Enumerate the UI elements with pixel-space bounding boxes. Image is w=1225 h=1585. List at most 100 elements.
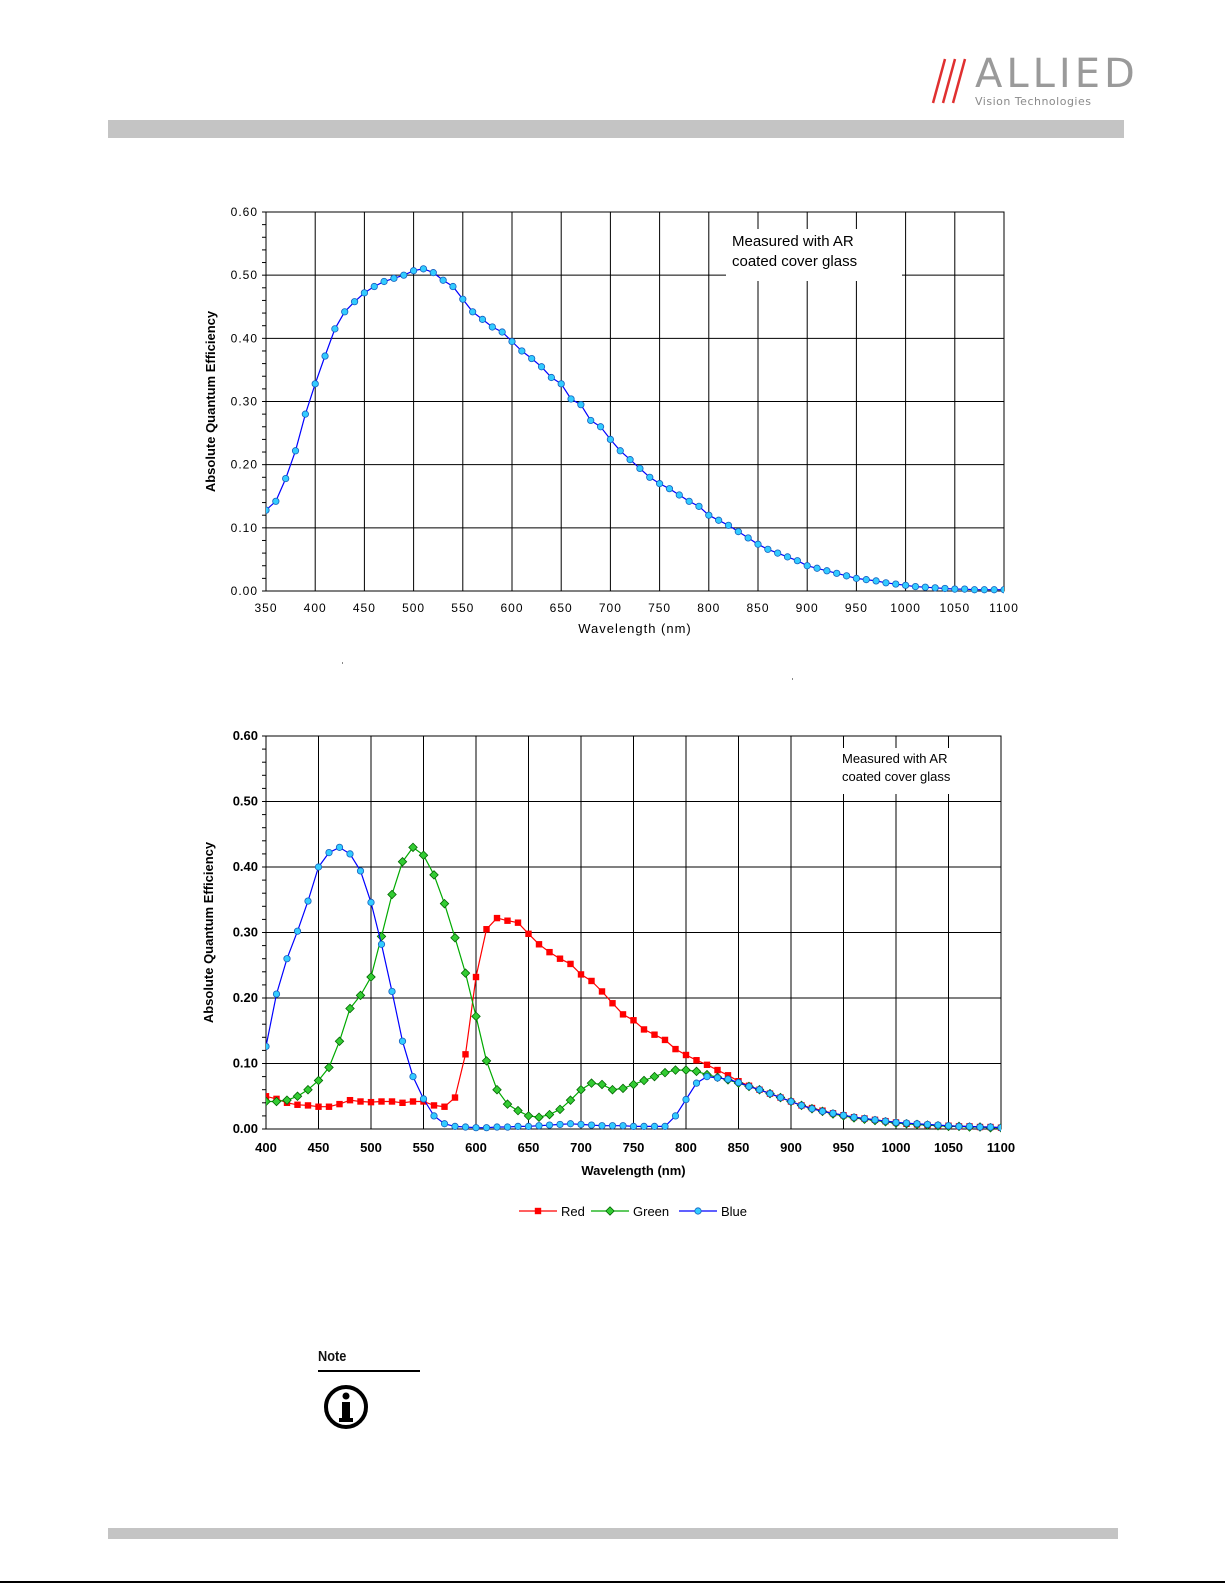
blue-data-point — [934, 1121, 942, 1129]
qe-data-point — [380, 277, 388, 286]
note-block: Note — [318, 1348, 420, 1429]
green-data-point — [397, 856, 408, 867]
red-data-point — [514, 919, 522, 926]
green-data-point — [303, 1084, 313, 1095]
green-data-point — [408, 842, 418, 853]
y-tick-label: 0.20 — [233, 990, 258, 1005]
green-data-point — [355, 990, 366, 1001]
red-data-point — [451, 1094, 459, 1101]
series-group — [266, 265, 1004, 594]
blue-data-point — [829, 1109, 837, 1117]
blue-data-point — [913, 1120, 921, 1128]
qe-data-point — [774, 549, 782, 557]
y-tick-label: 0.30 — [233, 925, 258, 940]
footer-bar — [108, 1528, 1118, 1539]
red-data-point — [609, 1000, 616, 1007]
qe-data-point — [764, 545, 772, 553]
qe-data-point — [833, 569, 841, 577]
blue-data-point — [493, 1123, 501, 1131]
qe-data-point — [892, 580, 900, 588]
red-data-point — [682, 1051, 690, 1059]
blue-data-point — [314, 863, 323, 871]
note-label: Note — [318, 1348, 347, 1365]
x-tick-label: 750 — [648, 601, 671, 615]
blue-data-point — [724, 1075, 732, 1083]
red-data-point — [651, 1031, 658, 1038]
x-tick-label: 1000 — [882, 1140, 911, 1155]
green-data-point — [544, 1109, 555, 1120]
x-tick-label: 950 — [833, 1140, 855, 1155]
green-data-point — [439, 898, 450, 909]
blue-data-point — [703, 1072, 711, 1081]
x-tick-label: 850 — [746, 601, 769, 615]
qe-data-point — [990, 586, 998, 594]
blue-data-point — [766, 1090, 774, 1098]
x-tick-label: 900 — [796, 601, 819, 615]
green-legend-label: Green — [633, 1204, 669, 1219]
qe-data-point — [803, 562, 811, 570]
qe-data-point — [783, 553, 792, 561]
qe-data-point — [626, 456, 634, 464]
y-tick-label: 0.30 — [231, 395, 258, 409]
green-data-point — [565, 1095, 576, 1105]
qe-data-point — [823, 567, 831, 575]
green-data-point — [345, 1003, 355, 1014]
blue-data-point — [902, 1119, 911, 1127]
qe-series-line — [266, 268, 1004, 591]
green-data-point — [607, 1084, 618, 1095]
x-tick-label: 500 — [360, 1140, 382, 1155]
blue-data-point — [997, 1124, 1001, 1132]
green-data-point — [313, 1075, 324, 1086]
blue-data-point — [398, 1037, 407, 1045]
green-data-point — [534, 1112, 544, 1122]
blue-data-point — [304, 897, 312, 905]
y-axis-label: Absolute Quantum Efficiency — [203, 310, 218, 492]
qe-data-point — [931, 584, 939, 592]
green-data-point — [586, 1078, 597, 1088]
blue-data-point — [671, 1112, 680, 1120]
qe-data-point — [341, 308, 349, 316]
x-tick-label: 350 — [254, 601, 277, 615]
qe-data-point — [488, 323, 496, 331]
x-tick-label: 1000 — [890, 601, 921, 615]
note-rule — [318, 1370, 420, 1372]
qe-data-point — [291, 447, 300, 455]
y-axis-label: Absolute Quantum Efficiency — [201, 841, 216, 1023]
red-data-point — [556, 955, 564, 962]
red-data-point — [388, 1098, 396, 1105]
qe-data-point — [478, 315, 487, 323]
red-data-point — [294, 1101, 301, 1108]
red-data-point — [367, 1098, 375, 1106]
red-data-point — [598, 988, 606, 995]
blue-data-point — [377, 940, 386, 948]
green-data-point — [266, 1096, 271, 1107]
qe-data-point — [266, 506, 270, 514]
qe-data-point — [734, 528, 742, 536]
blue-data-point — [587, 1121, 596, 1129]
page-bottom-line — [0, 1581, 1225, 1583]
blue-data-point — [430, 1112, 438, 1120]
qe-data-point — [724, 521, 733, 529]
y-tick-label: 0.20 — [231, 458, 258, 472]
green-data-point — [502, 1099, 513, 1109]
blue-data-point — [860, 1114, 869, 1123]
blue-data-point — [577, 1120, 585, 1129]
x-axis-label: Wavelength (nm) — [581, 1163, 685, 1178]
blue-data-point — [808, 1105, 816, 1113]
qe-data-point — [980, 586, 988, 594]
green-data-point — [492, 1084, 502, 1095]
qe-data-point — [301, 410, 309, 418]
blue-data-point — [545, 1121, 554, 1129]
blue-data-point — [388, 987, 396, 996]
x-tick-label: 900 — [780, 1140, 802, 1155]
blue-data-point — [745, 1082, 753, 1091]
blue-data-point — [892, 1118, 900, 1127]
red-data-point — [577, 971, 585, 978]
blue-data-point — [472, 1124, 480, 1132]
qe-data-point — [665, 485, 674, 493]
blue-data-point — [755, 1086, 764, 1094]
x-tick-label: 1100 — [989, 601, 1019, 615]
y-tick-label: 0.50 — [231, 268, 258, 282]
qe-data-point — [419, 265, 428, 273]
qe-data-point — [685, 497, 693, 505]
